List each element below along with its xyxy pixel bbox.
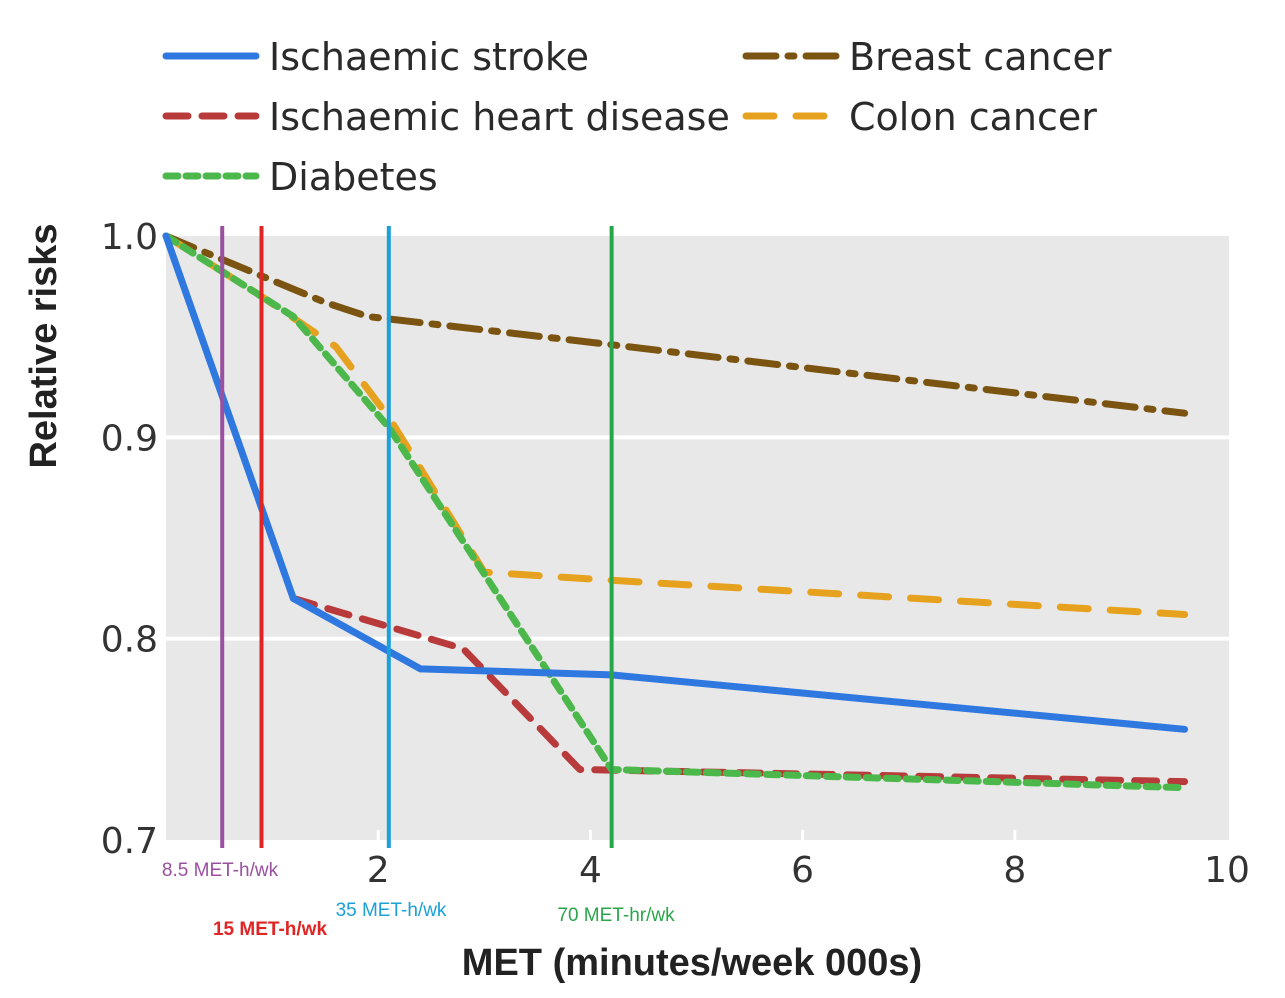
series-line-ischaemic-heart-disease <box>289 594 1189 786</box>
series-line-breast-cancer <box>162 232 1189 417</box>
y-tick-label: 0.8 <box>101 620 158 661</box>
y-tick-label: 0.7 <box>101 821 158 862</box>
legend: Ischaemic stroke Ischaemic heart disease D… <box>162 35 1112 199</box>
x-axis-ticks: 2 4 6 8 10 <box>367 830 1250 891</box>
threshold-label: 35 MET-h/wk <box>336 900 447 921</box>
x-tick-label: 2 <box>367 850 390 891</box>
series-line-diabetes <box>162 232 1189 792</box>
legend-label: Colon cancer <box>849 95 1097 139</box>
threshold-label: 70 MET-hr/wk <box>557 905 675 926</box>
threshold-label: 8.5 MET-h/wk <box>162 860 279 881</box>
legend-label: Breast cancer <box>849 35 1112 79</box>
y-axis-ticks: 0.7 0.8 0.9 1.0 <box>101 217 158 862</box>
y-axis-title: Relative risks <box>23 223 65 468</box>
series-line-ischaemic-stroke <box>162 232 1189 733</box>
legend-label: Ischaemic heart disease <box>269 95 730 139</box>
threshold-annotations: 8.5 MET-h/wk 15 MET-h/wk 35 MET-h/wk 70 MET… <box>162 226 675 940</box>
gridlines <box>166 435 1229 641</box>
plot-background <box>166 236 1229 840</box>
x-axis-title: MET (minutes/week 000s) <box>462 942 922 984</box>
y-tick-label: 1.0 <box>101 217 158 258</box>
x-tick-label: 6 <box>791 850 814 891</box>
x-tick-label: 4 <box>579 850 602 891</box>
legend-label: Diabetes <box>269 155 438 199</box>
x-tick-label: 8 <box>1003 850 1026 891</box>
threshold-label: 15 MET-h/wk <box>213 919 327 940</box>
x-tick-label: 10 <box>1204 850 1250 891</box>
legend-label: Ischaemic stroke <box>269 35 589 79</box>
y-tick-label: 0.9 <box>101 418 158 459</box>
